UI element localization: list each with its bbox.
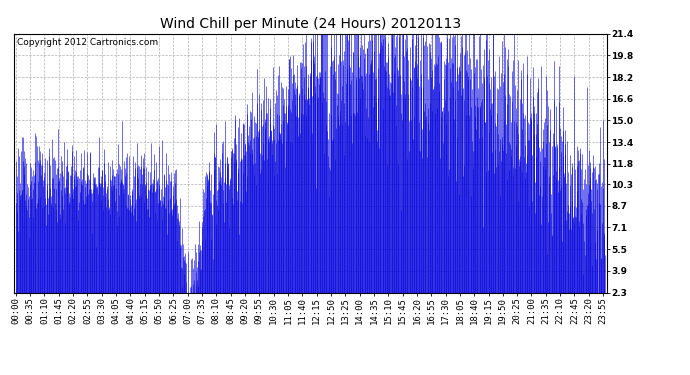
Text: Copyright 2012 Cartronics.com: Copyright 2012 Cartronics.com — [17, 38, 158, 46]
Title: Wind Chill per Minute (24 Hours) 20120113: Wind Chill per Minute (24 Hours) 2012011… — [160, 17, 461, 31]
